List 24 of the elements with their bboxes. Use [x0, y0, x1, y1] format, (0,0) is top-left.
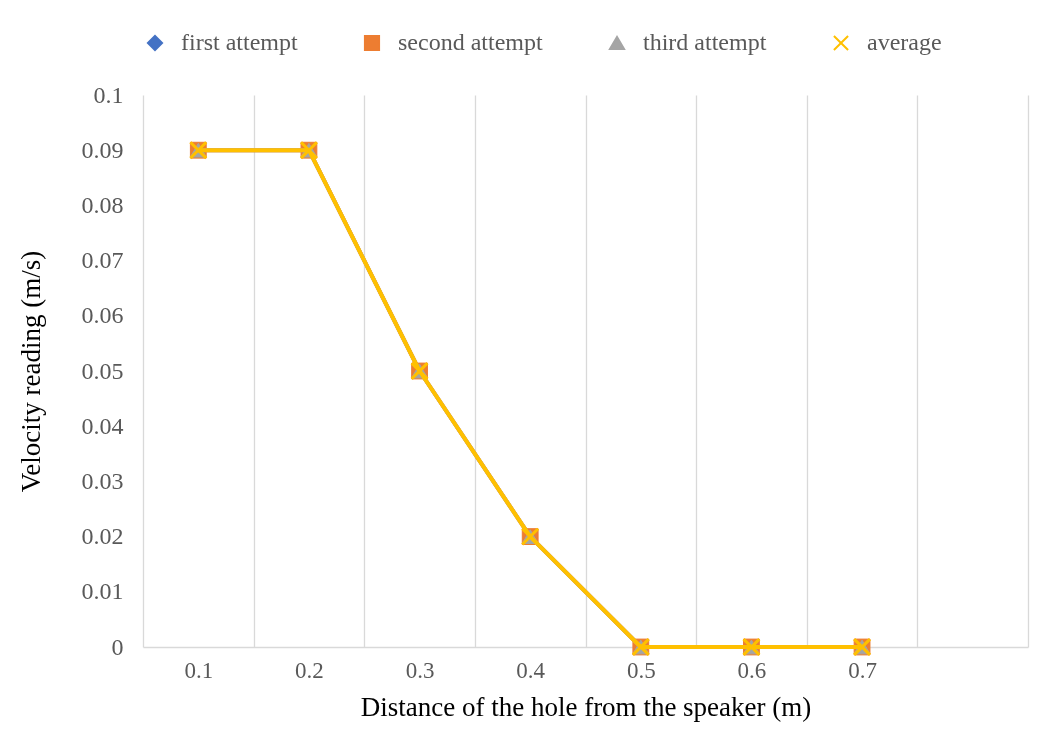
x-tick-label: 0.6 [737, 657, 767, 683]
x-tick-label: 0.2 [295, 657, 324, 683]
legend-label: average [867, 29, 942, 55]
y-tick-label: 0.03 [81, 467, 124, 494]
y-tick-label: 0.02 [81, 523, 124, 550]
y-tick-label: 0.05 [81, 357, 124, 384]
y-tick-label: 0.01 [81, 578, 124, 605]
x-tick-label: 0.7 [848, 657, 877, 683]
y-tick-label: 0.1 [93, 81, 124, 108]
y-tick-label: 0 [111, 633, 124, 660]
x-axis-title: Distance of the hole from the speaker (m) [360, 691, 812, 722]
x-tick-label: 0.3 [405, 657, 435, 683]
x-tick-label: 0.1 [184, 657, 214, 683]
y-tick-label: 0.09 [81, 136, 124, 163]
legend-label: first attempt [181, 29, 298, 55]
y-axis-title: Velocity reading (m/s) [15, 250, 46, 493]
y-tick-label: 0.06 [81, 302, 124, 329]
legend-label: second attempt [398, 29, 543, 55]
x-tick-label: 0.5 [626, 657, 656, 683]
y-tick-label: 0.07 [81, 247, 124, 274]
x-tick-label: 0.4 [516, 657, 546, 683]
legend-label: third attempt [643, 29, 767, 55]
y-tick-label: 0.08 [81, 191, 124, 218]
y-tick-label: 0.04 [81, 412, 124, 439]
